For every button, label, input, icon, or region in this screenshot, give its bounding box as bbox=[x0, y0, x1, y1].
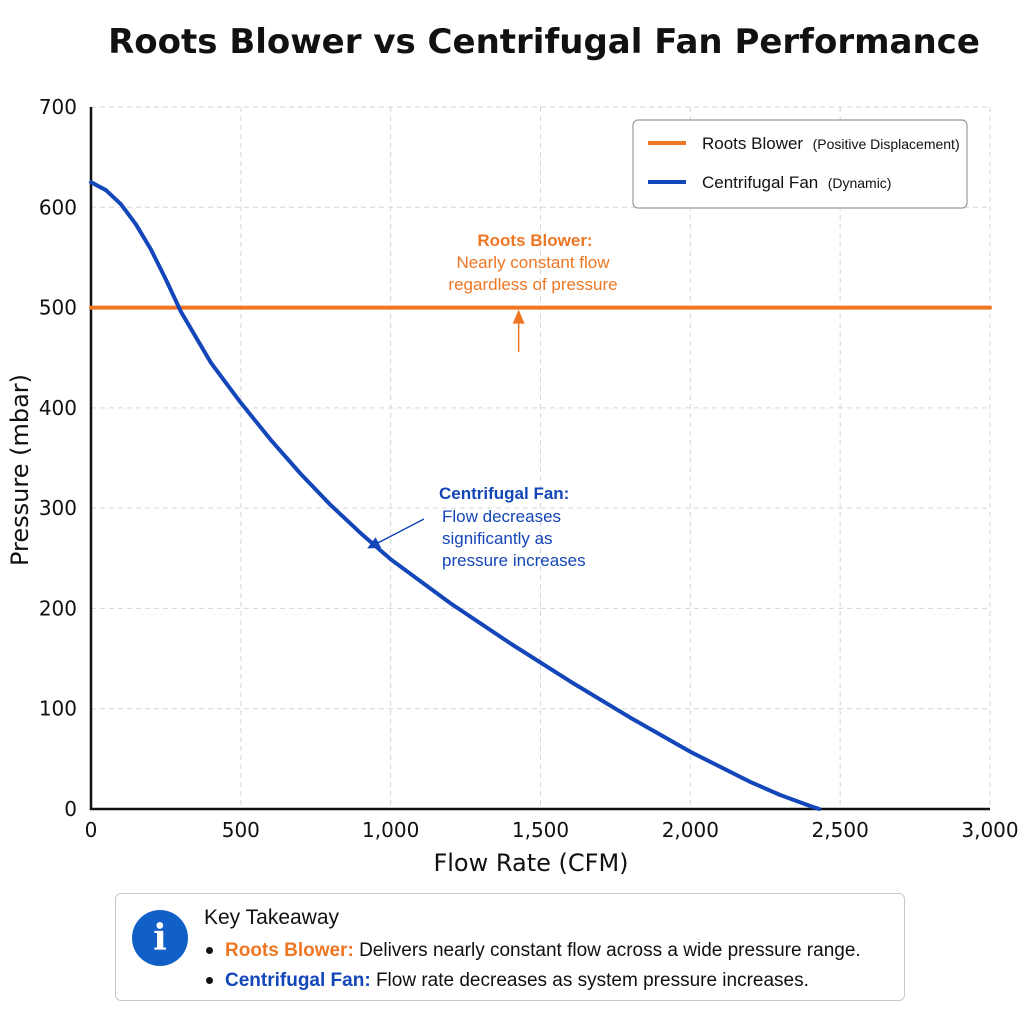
takeaway-text-centrifugal: Flow rate decreases as system pressure i… bbox=[375, 970, 809, 991]
legend-detail-centrifugal: (Dynamic) bbox=[828, 175, 892, 191]
takeaway-title: Key Takeaway bbox=[204, 906, 340, 929]
y-axis-label: Pressure (mbar) bbox=[6, 374, 34, 566]
legend: Roots Blower (Positive Displacement) Cen… bbox=[632, 119, 968, 209]
x-tick-label: 0 bbox=[85, 818, 98, 842]
y-tick-label: 600 bbox=[39, 195, 77, 219]
x-tick-label: 2,500 bbox=[812, 818, 869, 842]
annotation-roots-line: regardless of pressure bbox=[448, 275, 617, 294]
y-tick-label: 400 bbox=[39, 396, 77, 420]
annotation-centrifugal-arrow bbox=[375, 518, 425, 545]
legend-entry-roots: Roots Blower (Positive Displacement) bbox=[702, 134, 960, 153]
takeaway-item-centrifugal: Centrifugal Fan: Flow rate decreases as … bbox=[204, 970, 809, 992]
x-tick-label: 2,000 bbox=[662, 818, 719, 842]
axes bbox=[89, 107, 990, 811]
y-tick-labels: 0 100 200 300 400 500 600 700 bbox=[39, 95, 77, 821]
x-tick-label: 1,500 bbox=[512, 818, 569, 842]
annotation-centrifugal-arrowhead bbox=[367, 537, 382, 549]
annotation-roots-head: Roots Blower: bbox=[477, 231, 592, 250]
y-tick-label: 300 bbox=[39, 496, 77, 520]
annotation-centrifugal-line: significantly as bbox=[442, 529, 553, 548]
chart-title: Roots Blower vs Centrifugal Fan Performa… bbox=[108, 22, 980, 62]
legend-label-centrifugal: Centrifugal Fan bbox=[702, 173, 818, 192]
x-tick-label: 500 bbox=[222, 818, 260, 842]
y-tick-label: 0 bbox=[64, 797, 77, 821]
annotation-roots-arrowhead bbox=[512, 309, 525, 324]
y-tick-label: 200 bbox=[39, 596, 77, 620]
annotation-centrifugal-line: Flow decreases bbox=[442, 507, 561, 526]
x-tick-label: 1,000 bbox=[362, 818, 419, 842]
y-tick-label: 100 bbox=[39, 697, 77, 721]
x-axis-label: Flow Rate (CFM) bbox=[433, 849, 628, 877]
x-tick-labels: 0 500 1,000 1,500 2,000 2,500 3,000 bbox=[85, 818, 1019, 842]
y-tick-label: 700 bbox=[39, 95, 77, 119]
info-icon: i bbox=[132, 910, 188, 966]
series-layer bbox=[89, 180, 992, 811]
legend-label-roots: Roots Blower bbox=[702, 134, 803, 153]
annotation-roots-line: Nearly constant flow bbox=[456, 253, 610, 272]
series-line-centrifugal-fan bbox=[89, 180, 822, 811]
bullet-icon bbox=[206, 947, 213, 955]
legend-detail-roots: (Positive Displacement) bbox=[813, 136, 960, 152]
y-tick-label: 500 bbox=[39, 296, 77, 320]
legend-entry-centrifugal: Centrifugal Fan (Dynamic) bbox=[702, 173, 891, 192]
chart: Roots Blower vs Centrifugal Fan Performa… bbox=[6, 22, 1019, 877]
annotation-centrifugal-line: pressure increases bbox=[442, 551, 586, 570]
key-takeaway-panel: i Key Takeaway Roots Blower: Delivers ne… bbox=[115, 893, 905, 1001]
bullet-icon bbox=[206, 977, 213, 985]
annotation-centrifugal-head: Centrifugal Fan: bbox=[439, 484, 569, 503]
annotations: Roots Blower: Nearly constant flow regardl… bbox=[367, 231, 618, 570]
takeaway-item-roots: Roots Blower: Delivers nearly constant f… bbox=[204, 940, 861, 962]
legend-box bbox=[632, 119, 968, 209]
takeaway-label-roots: Roots Blower: bbox=[225, 940, 354, 961]
x-tick-label: 3,000 bbox=[961, 818, 1018, 842]
grid bbox=[91, 106, 991, 809]
takeaway-text-roots: Delivers nearly constant flow across a w… bbox=[359, 940, 861, 961]
takeaway-label-centrifugal: Centrifugal Fan: bbox=[225, 970, 371, 991]
